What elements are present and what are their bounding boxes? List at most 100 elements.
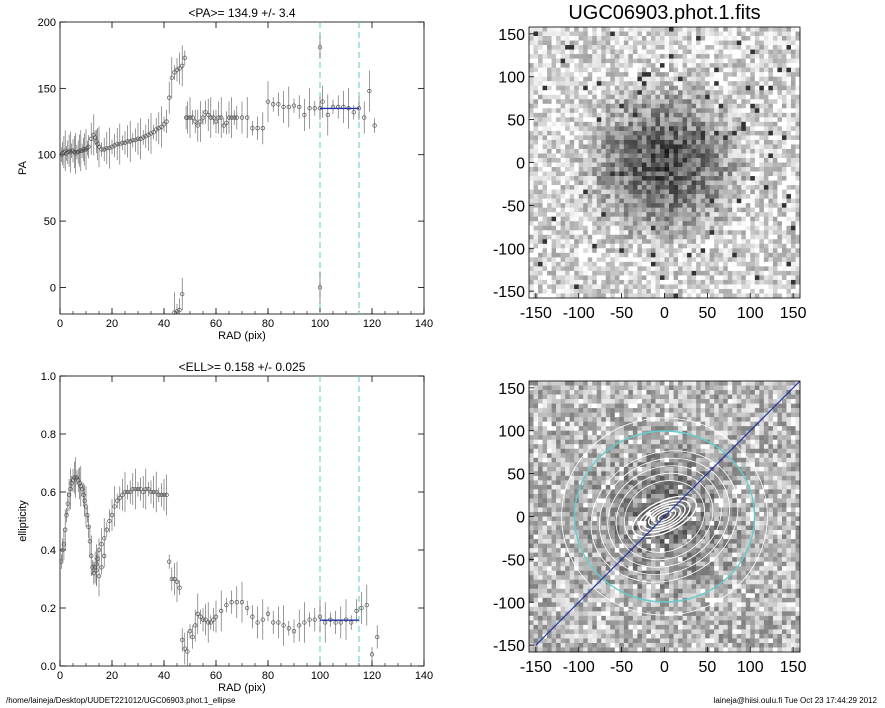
image-pixel (687, 435, 692, 441)
image-pixel (714, 408, 719, 413)
image-pixel (641, 58, 647, 64)
image-pixel (705, 108, 710, 114)
image-pixel (678, 130, 683, 136)
image-pixel (687, 412, 692, 418)
image-pixel (777, 293, 783, 299)
image-pixel (790, 135, 796, 141)
image-pixel (673, 176, 679, 181)
image-pixel (709, 49, 715, 55)
image-pixel (714, 121, 719, 127)
image-pixel (556, 135, 561, 141)
image-pixel (673, 230, 679, 236)
image-pixel (736, 221, 742, 227)
image-pixel (741, 81, 747, 87)
image-pixel (655, 27, 661, 32)
image-pixel (691, 45, 697, 50)
image-pixel (556, 426, 561, 431)
image-pixel (772, 293, 778, 299)
image-pixel (601, 58, 607, 64)
image-pixel (538, 67, 543, 73)
image-pixel (565, 176, 570, 181)
image-pixel (763, 49, 769, 55)
image-pixel (605, 67, 611, 73)
image-pixel (669, 198, 674, 204)
image-pixel (795, 257, 801, 263)
image-pixel (565, 139, 570, 145)
image-pixel (529, 40, 534, 46)
image-pixel (533, 76, 539, 82)
image-pixel (745, 58, 751, 64)
image-pixel (623, 189, 629, 195)
image-pixel (659, 49, 665, 55)
image-pixel (691, 430, 697, 436)
image-pixel (741, 412, 747, 418)
image-pixel (632, 293, 638, 299)
image-pixel (678, 31, 683, 37)
image-pixel (646, 54, 652, 59)
image-pixel (569, 54, 575, 59)
image-pixel (781, 72, 787, 77)
image-pixel (772, 40, 778, 46)
image-pixel (569, 261, 575, 267)
image-pixel (736, 167, 742, 172)
image-pixel (732, 239, 738, 245)
image-pixel (650, 36, 656, 41)
image-pixel (687, 248, 692, 254)
image-pixel (781, 135, 787, 141)
image-pixel (547, 412, 552, 418)
image-pixel (592, 36, 598, 41)
image-pixel (777, 394, 783, 400)
image-pixel (659, 293, 665, 299)
image-pixel (610, 126, 616, 132)
image-pixel (700, 58, 706, 64)
image-pixel (664, 31, 670, 37)
image-pixel (655, 261, 661, 267)
image-pixel (763, 27, 769, 32)
image-pixel (678, 85, 683, 91)
image-pixel (718, 225, 724, 231)
data-point (156, 492, 161, 498)
image-pixel (551, 426, 557, 431)
image-pixel (560, 399, 566, 404)
image-pixel (790, 148, 796, 154)
image-pixel (574, 293, 579, 299)
image-pixel (587, 426, 593, 431)
image-pixel (538, 157, 543, 163)
image-pixel (529, 180, 534, 186)
image-pixel (772, 421, 778, 427)
image-pixel (601, 421, 607, 427)
image-pixel (565, 275, 570, 281)
image-pixel (723, 266, 729, 272)
image-pixel (542, 148, 548, 154)
image-pixel (790, 76, 796, 82)
image-pixel (673, 54, 679, 59)
image-pixel (754, 293, 760, 299)
image-pixel (705, 99, 710, 105)
y-tick-label: 50 (44, 216, 56, 228)
image-pixel (759, 36, 765, 41)
image-pixel (605, 139, 611, 145)
image-pixel (538, 148, 543, 154)
image-pixel (759, 153, 765, 159)
image-pixel (696, 144, 701, 150)
image-pixel (705, 381, 710, 386)
image-pixel (655, 257, 661, 263)
image-pixel (691, 162, 697, 168)
image-pixel (669, 189, 674, 195)
image-pixel (646, 81, 652, 87)
image-pixel (763, 426, 769, 431)
image-pixel (659, 284, 665, 290)
image-pixel (750, 176, 756, 181)
image-pixel (605, 252, 611, 258)
image-pixel (768, 426, 774, 431)
image-pixel (700, 157, 706, 163)
image-pixel (763, 54, 769, 59)
image-pixel (583, 121, 589, 127)
image-pixel (687, 390, 692, 395)
image-pixel (732, 234, 738, 240)
image-pixel (709, 221, 715, 227)
image-pixel (596, 27, 602, 32)
image-pixel (736, 189, 742, 195)
data-point (265, 99, 271, 104)
image-pixel (578, 399, 584, 404)
